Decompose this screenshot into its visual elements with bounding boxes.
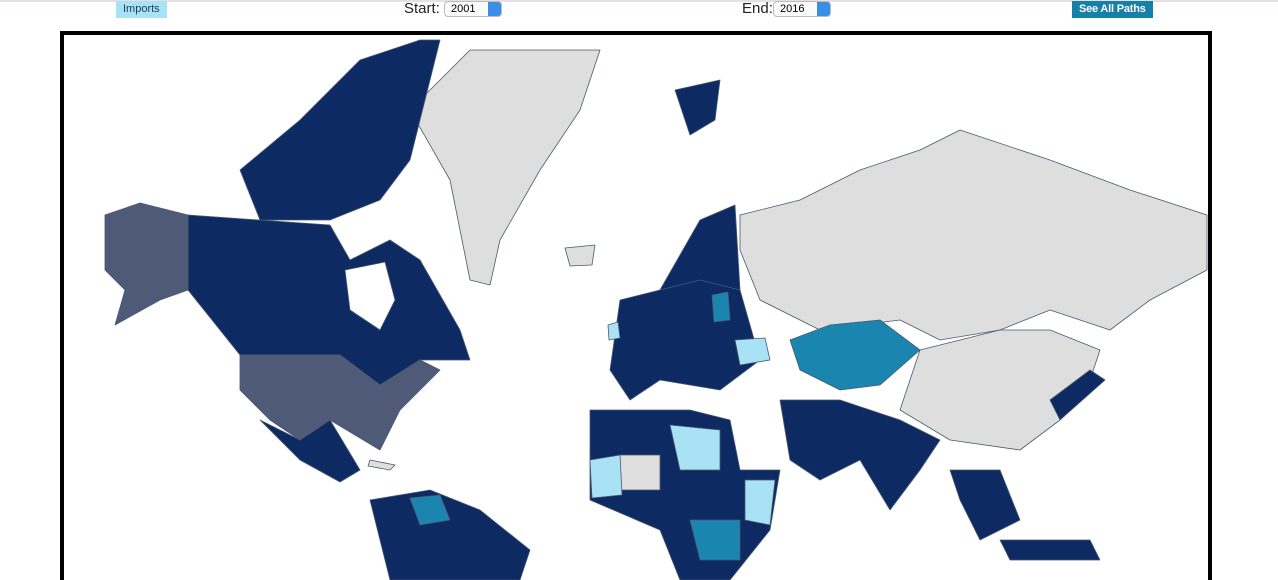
japan bbox=[1049, 369, 1106, 421]
top-border bbox=[0, 0, 1278, 2]
hudson-bay bbox=[344, 261, 396, 331]
south-america bbox=[369, 489, 531, 580]
kazakhstan bbox=[789, 319, 921, 391]
scandinavia bbox=[659, 204, 741, 291]
end-value: 2016 bbox=[780, 3, 805, 15]
alaska bbox=[104, 202, 189, 326]
end-select[interactable]: 2016 bbox=[773, 1, 831, 17]
see-all-paths-button[interactable]: See All Paths bbox=[1072, 1, 1153, 18]
venezuela bbox=[409, 494, 451, 526]
greenland bbox=[409, 49, 601, 286]
select-arrow bbox=[488, 2, 501, 16]
libya bbox=[669, 424, 721, 471]
middle-east-india bbox=[779, 399, 941, 511]
map-frame bbox=[60, 31, 1212, 580]
east-africa bbox=[744, 479, 776, 526]
southeast-asia bbox=[949, 469, 1021, 541]
start-value: 2001 bbox=[451, 3, 476, 15]
central-africa bbox=[689, 519, 741, 561]
ukraine bbox=[734, 337, 771, 366]
arctic-islands bbox=[239, 39, 441, 221]
iceland bbox=[564, 244, 596, 267]
svalbard bbox=[674, 79, 721, 136]
caribbean bbox=[367, 459, 396, 471]
west-africa bbox=[589, 454, 623, 499]
start-label: Start: bbox=[404, 0, 440, 17]
mexico bbox=[259, 419, 361, 483]
uk bbox=[607, 321, 621, 341]
russia bbox=[739, 129, 1208, 341]
start-select[interactable]: 2001 bbox=[444, 1, 502, 17]
end-label: End: bbox=[742, 0, 773, 17]
imports-button[interactable]: Imports bbox=[116, 1, 167, 18]
usa bbox=[239, 354, 441, 451]
baltics bbox=[711, 291, 731, 323]
select-arrow bbox=[817, 2, 830, 16]
sahel bbox=[619, 454, 661, 491]
indonesia bbox=[999, 539, 1101, 561]
